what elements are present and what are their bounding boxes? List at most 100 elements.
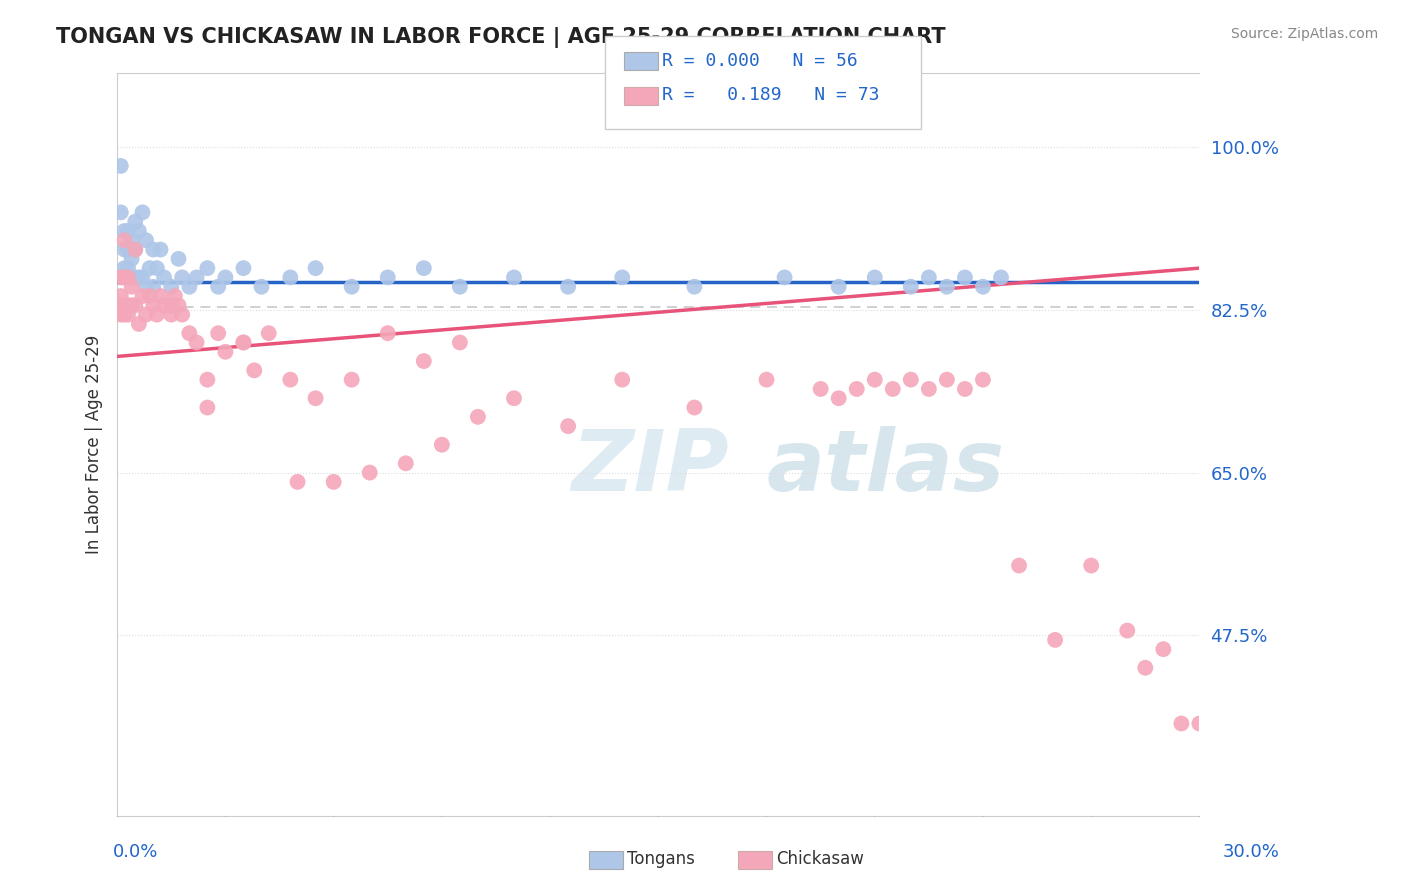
Point xyxy=(1043,632,1066,647)
Point xyxy=(112,270,135,285)
Point xyxy=(232,335,254,350)
Point xyxy=(112,298,135,312)
Point xyxy=(340,373,363,387)
Point xyxy=(186,270,208,285)
Point xyxy=(124,243,146,257)
Text: 0.0%: 0.0% xyxy=(112,843,157,861)
Point xyxy=(112,243,135,257)
Point xyxy=(340,279,363,293)
Point xyxy=(972,279,994,293)
Point xyxy=(149,289,172,303)
Point xyxy=(128,317,150,331)
Text: atlas: atlas xyxy=(766,425,1005,508)
Point xyxy=(1008,558,1031,573)
Point xyxy=(160,308,183,322)
Point xyxy=(138,289,160,303)
Point xyxy=(214,344,236,359)
Point xyxy=(153,270,176,285)
Point xyxy=(131,205,153,219)
Point xyxy=(900,373,922,387)
Point xyxy=(167,298,190,312)
Point xyxy=(467,409,489,424)
Point xyxy=(1135,661,1157,675)
Point xyxy=(121,252,143,266)
Point xyxy=(110,308,132,322)
Point xyxy=(1170,716,1192,731)
Point xyxy=(110,270,132,285)
Point xyxy=(142,279,165,293)
Point xyxy=(377,270,399,285)
Point xyxy=(121,279,143,293)
Point xyxy=(135,233,157,247)
Point xyxy=(110,289,132,303)
Point xyxy=(810,382,832,396)
Point xyxy=(882,382,904,396)
Point xyxy=(124,270,146,285)
Point xyxy=(112,233,135,247)
Point xyxy=(117,308,139,322)
Point xyxy=(503,391,526,405)
Point xyxy=(232,335,254,350)
Point xyxy=(280,270,302,285)
Point xyxy=(167,252,190,266)
Point xyxy=(280,373,302,387)
Text: Tongans: Tongans xyxy=(627,850,695,868)
Text: R =   0.189   N = 73: R = 0.189 N = 73 xyxy=(662,87,880,104)
Point xyxy=(1080,558,1102,573)
Point xyxy=(359,466,381,480)
Point xyxy=(163,289,186,303)
Point xyxy=(128,270,150,285)
Point xyxy=(149,243,172,257)
Point xyxy=(195,373,218,387)
Point xyxy=(257,326,280,341)
Point xyxy=(612,270,634,285)
Point xyxy=(110,159,132,173)
Point xyxy=(827,279,849,293)
Point xyxy=(195,401,218,415)
Point xyxy=(214,270,236,285)
Text: TONGAN VS CHICKASAW IN LABOR FORCE | AGE 25-29 CORRELATION CHART: TONGAN VS CHICKASAW IN LABOR FORCE | AGE… xyxy=(56,27,946,48)
Point xyxy=(117,270,139,285)
Point xyxy=(1116,624,1139,638)
Point xyxy=(683,279,706,293)
Point xyxy=(773,270,796,285)
Point xyxy=(172,308,194,322)
Point xyxy=(900,279,922,293)
Point xyxy=(160,298,183,312)
Text: R = 0.000   N = 56: R = 0.000 N = 56 xyxy=(662,52,858,70)
Point xyxy=(117,224,139,238)
Point xyxy=(935,373,957,387)
Point xyxy=(110,205,132,219)
Point xyxy=(232,261,254,276)
Point xyxy=(172,270,194,285)
Point xyxy=(863,373,886,387)
Point xyxy=(243,363,266,377)
Point xyxy=(412,354,434,368)
Point xyxy=(377,326,399,341)
Point xyxy=(918,382,941,396)
Point xyxy=(449,279,471,293)
Point xyxy=(612,373,634,387)
Text: ZIP: ZIP xyxy=(572,425,730,508)
Point xyxy=(112,308,135,322)
Point xyxy=(395,456,418,470)
Point xyxy=(160,279,183,293)
Point xyxy=(845,382,868,396)
Point xyxy=(153,298,176,312)
Point xyxy=(112,224,135,238)
Point xyxy=(179,279,201,293)
Point xyxy=(124,215,146,229)
Point xyxy=(827,391,849,405)
Point xyxy=(990,270,1012,285)
Point xyxy=(142,243,165,257)
Point xyxy=(179,326,201,341)
Point xyxy=(195,261,218,276)
Point xyxy=(121,298,143,312)
Point xyxy=(117,298,139,312)
Point xyxy=(1188,716,1211,731)
Point xyxy=(918,270,941,285)
Point xyxy=(449,335,471,350)
Point xyxy=(135,279,157,293)
Point xyxy=(935,279,957,293)
Point xyxy=(186,335,208,350)
